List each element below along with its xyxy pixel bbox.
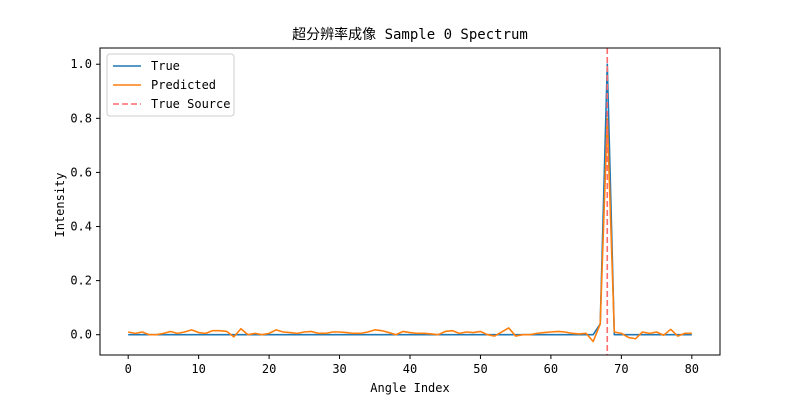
y-tick-label: 0.2	[70, 274, 92, 288]
y-tick-label: 0.6	[70, 165, 92, 179]
x-tick-label: 80	[685, 362, 699, 376]
x-tick-label: 20	[262, 362, 276, 376]
chart-title: 超分辨率成像 Sample 0 Spectrum	[292, 26, 528, 43]
x-tick-label: 40	[403, 362, 417, 376]
y-axis-label: Intensity	[53, 172, 67, 237]
y-tick-label: 0.0	[70, 328, 92, 342]
x-tick-label: 30	[332, 362, 346, 376]
y-tick-label: 0.4	[70, 220, 92, 234]
x-axis-label: Angle Index	[370, 381, 449, 395]
x-tick-label: 50	[473, 362, 487, 376]
x-tick-label: 60	[544, 362, 558, 376]
y-tick-label: 1.0	[70, 57, 92, 71]
legend-label: Predicted	[151, 78, 216, 92]
x-tick-label: 10	[191, 362, 205, 376]
series-line-predicted	[128, 117, 692, 343]
series-line-true	[128, 63, 692, 336]
x-tick-label: 0	[125, 362, 132, 376]
x-axis: 0 10 20 30 40 50 60 70 80	[125, 355, 699, 376]
legend-box	[106, 53, 235, 117]
y-tick-label: 0.8	[70, 111, 92, 125]
y-axis: 0.0 0.2 0.4 0.6 0.8 1.0	[70, 57, 100, 342]
legend-label: True	[151, 59, 180, 73]
legend: True Predicted True Source	[106, 53, 235, 117]
x-tick-label: 70	[614, 362, 628, 376]
legend-label: True Source	[151, 97, 230, 111]
